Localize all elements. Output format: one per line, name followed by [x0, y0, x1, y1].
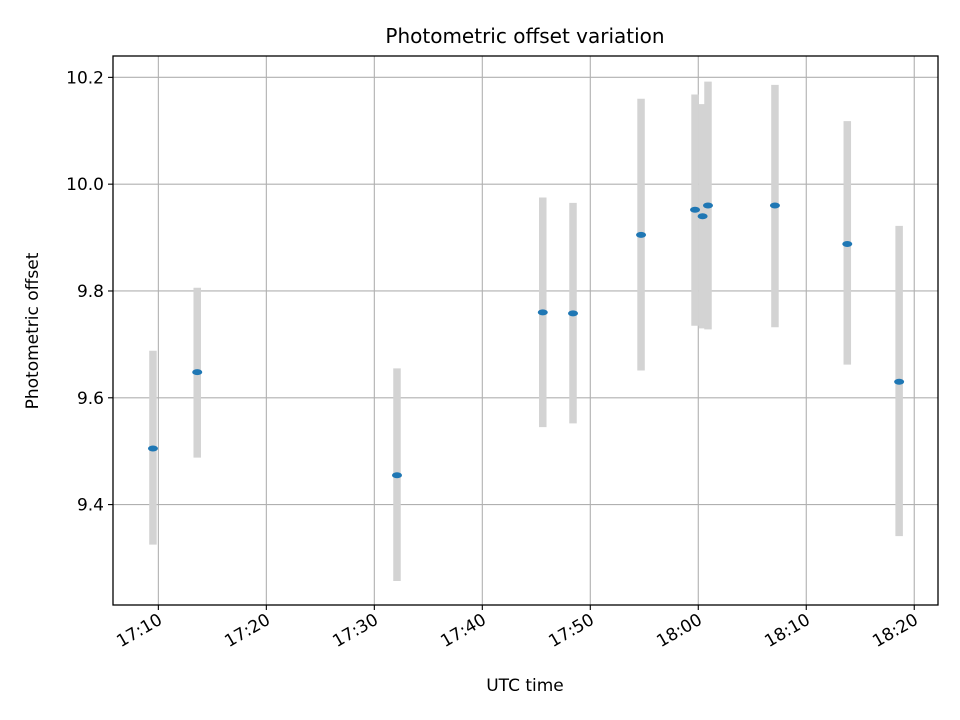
- x-axis-label: UTC time: [486, 676, 564, 696]
- y-tick-label: 10.2: [66, 68, 104, 88]
- y-tick-label: 9.4: [77, 496, 104, 516]
- data-point: [568, 310, 579, 317]
- data-point: [842, 240, 853, 247]
- data-point: [192, 369, 203, 376]
- data-point: [391, 472, 402, 479]
- data-point: [690, 206, 701, 213]
- data-point: [894, 378, 905, 385]
- data-point: [697, 213, 708, 220]
- y-axis-label: Photometric offset: [23, 252, 43, 409]
- y-tick-label: 9.8: [77, 282, 104, 302]
- data-point: [636, 231, 647, 238]
- chart-title: Photometric offset variation: [385, 24, 664, 48]
- data-point: [702, 202, 713, 209]
- grid: [113, 56, 938, 605]
- data-point: [769, 202, 780, 209]
- data-point: [147, 445, 158, 452]
- plot-frame: [112, 55, 939, 606]
- y-tick-label: 9.6: [77, 389, 104, 409]
- data-point: [537, 309, 548, 316]
- y-tick-label: 10.0: [66, 175, 104, 195]
- data-points: [147, 202, 905, 479]
